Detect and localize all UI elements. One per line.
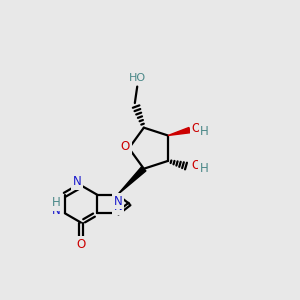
- Text: H: H: [200, 125, 209, 138]
- Text: N: N: [52, 204, 61, 218]
- Text: N: N: [73, 175, 82, 188]
- Text: N: N: [114, 200, 122, 213]
- Text: H: H: [52, 196, 61, 209]
- Text: O: O: [121, 140, 130, 153]
- Text: O: O: [76, 238, 85, 251]
- Text: HO: HO: [129, 73, 146, 83]
- Text: N: N: [114, 195, 122, 208]
- Text: O: O: [192, 122, 201, 135]
- Text: O: O: [191, 159, 200, 172]
- Polygon shape: [168, 128, 190, 136]
- Polygon shape: [118, 167, 146, 195]
- Text: H: H: [200, 162, 208, 175]
